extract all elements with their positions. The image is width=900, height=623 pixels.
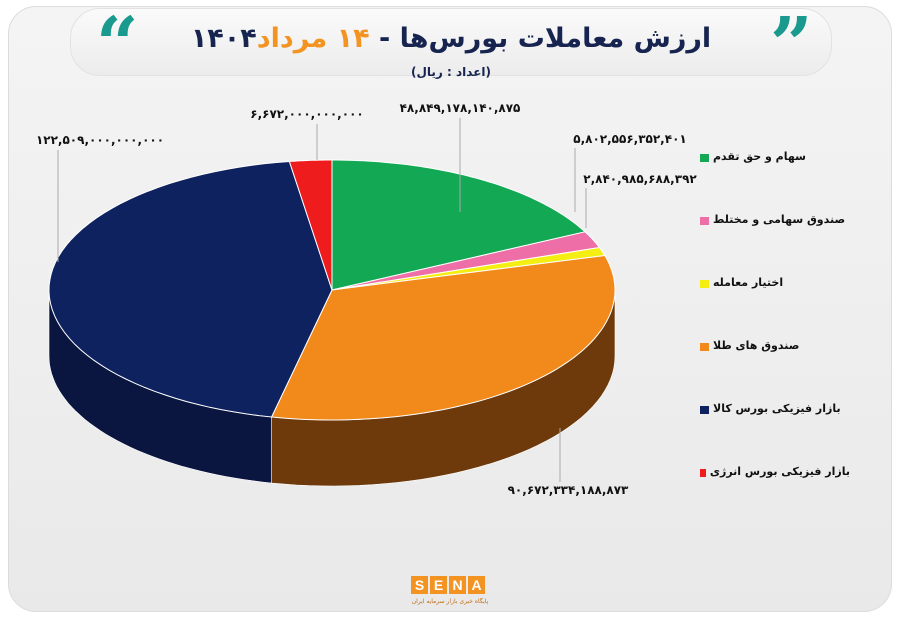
legend-item: سهام و حق تقدم [700,150,850,213]
legend-swatch [700,406,709,414]
data-label-3: ۹۰,۶۷۲,۳۳۴,۱۸۸,۸۷۳ [508,483,629,497]
pie-slice-5[interactable] [288,159,333,291]
logo-letter: N [449,576,466,594]
legend-item: صندوق سهامی و مختلط [700,213,850,276]
legend-label: صندوق های طلا [713,339,800,352]
pie-slice-2[interactable] [331,246,606,291]
legend-label: صندوق سهامی و مختلط [713,213,846,226]
data-label-4: ۱۲۲,۵۰۹,۰۰۰,۰۰۰,۰۰۰ [36,133,164,147]
legend-swatch [700,280,709,288]
legend-label: بازار فیزیکی بورس انرژی [709,465,850,478]
title-text: ارزش معاملات بورس‌ها - [369,23,712,54]
data-label-1: ۵,۸۰۲,۵۵۶,۳۵۲,۴۰۱ [573,132,686,146]
open-quote-icon: “ [96,2,139,88]
pie-slice-1[interactable] [331,231,601,291]
legend-item: اختیار معامله [700,276,850,339]
legend: سهام و حق تقدم صندوق سهامی و مختلط اختیار … [700,150,850,528]
pie-slice-0[interactable] [331,159,587,291]
data-label-5: ۶,۶۷۲,۰۰۰,۰۰۰,۰۰۰ [250,107,363,121]
legend-label: بازار فیزیکی بورس کالا [713,402,841,415]
close-quote-icon: ” [770,2,813,88]
data-label-2: ۲,۸۴۰,۹۸۵,۶۸۸,۳۹۲ [583,172,697,186]
data-label-0: ۴۸,۸۴۹,۱۷۸,۱۴۰,۸۷۵ [400,101,521,115]
legend-label: اختیار معامله [713,276,784,289]
legend-item: بازار فیزیکی بورس انرژی [700,465,850,528]
legend-swatch [700,217,709,225]
title-box: ارزش معاملات بورس‌ها - ۱۴ مرداد۱۴۰۴ (اعد… [70,8,832,79]
chart-title: ارزش معاملات بورس‌ها - ۱۴ مرداد۱۴۰۴ [71,23,831,54]
pie-slice-3[interactable] [270,254,616,421]
logo-letter: S [411,576,428,594]
legend-swatch [700,343,709,351]
chart-subtitle: (اعداد : ریال) [411,65,491,79]
pie-slice-4[interactable] [48,160,333,418]
title-date-highlight: ۱۴ مرداد [256,23,370,54]
logo-letter: E [430,576,447,594]
legend-item: صندوق های طلا [700,339,850,402]
legend-swatch [700,154,709,162]
legend-swatch [700,469,706,477]
title-year: ۱۴۰۴ [190,23,257,54]
legend-item: بازار فیزیکی بورس کالا [700,402,850,465]
legend-label: سهام و حق تقدم [713,150,806,163]
logo-letter: A [468,576,485,594]
logo-tagline: پایگاه خبری بازار سرمایه ایران [411,598,489,605]
